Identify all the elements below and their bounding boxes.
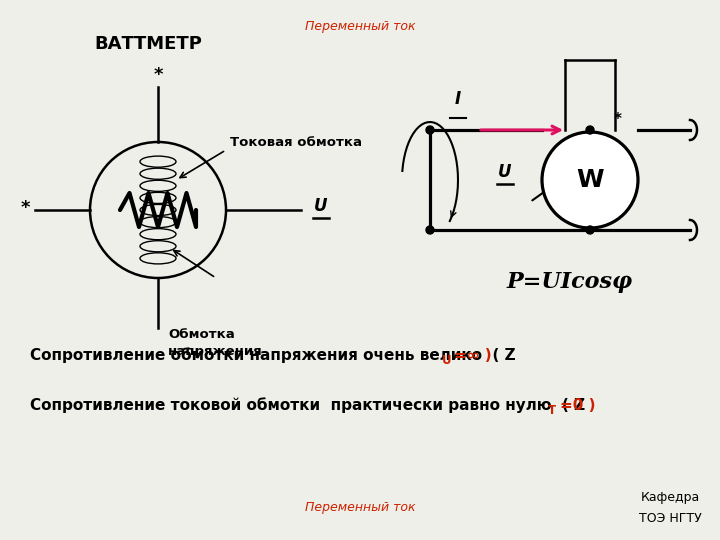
Circle shape — [586, 126, 594, 134]
Text: U: U — [314, 197, 328, 215]
Text: ВАТТМЕТР: ВАТТМЕТР — [94, 35, 202, 53]
Circle shape — [586, 226, 594, 234]
Text: P=UIcosφ: P=UIcosφ — [507, 271, 633, 293]
Text: Переменный ток: Переменный ток — [305, 20, 415, 33]
Text: Переменный ток: Переменный ток — [305, 502, 415, 515]
Text: Токовая обмотка: Токовая обмотка — [230, 136, 362, 148]
Text: ТОЭ НГТУ: ТОЭ НГТУ — [639, 511, 701, 524]
Text: =0 ): =0 ) — [560, 397, 595, 413]
Text: *: * — [20, 199, 30, 217]
Circle shape — [426, 226, 434, 234]
Text: U: U — [442, 354, 451, 367]
Text: W: W — [576, 168, 604, 192]
Circle shape — [426, 126, 434, 134]
Text: Сопротивление обмотки напряжения очень велико  ( Z: Сопротивление обмотки напряжения очень в… — [30, 347, 516, 363]
Text: *: * — [568, 134, 576, 149]
Circle shape — [542, 132, 638, 228]
Text: T: T — [548, 403, 556, 416]
Text: U: U — [498, 163, 512, 181]
Text: I: I — [455, 90, 461, 108]
Text: Сопротивление токовой обмотки  практически равно нулю  ( Z: Сопротивление токовой обмотки практическ… — [30, 397, 585, 413]
Text: =∞ ): =∞ ) — [454, 348, 492, 362]
Text: Кафедра: Кафедра — [640, 491, 700, 504]
Text: *: * — [614, 112, 622, 127]
Text: *: * — [153, 66, 163, 84]
Text: Обмотка
напряжения: Обмотка напряжения — [168, 328, 263, 358]
